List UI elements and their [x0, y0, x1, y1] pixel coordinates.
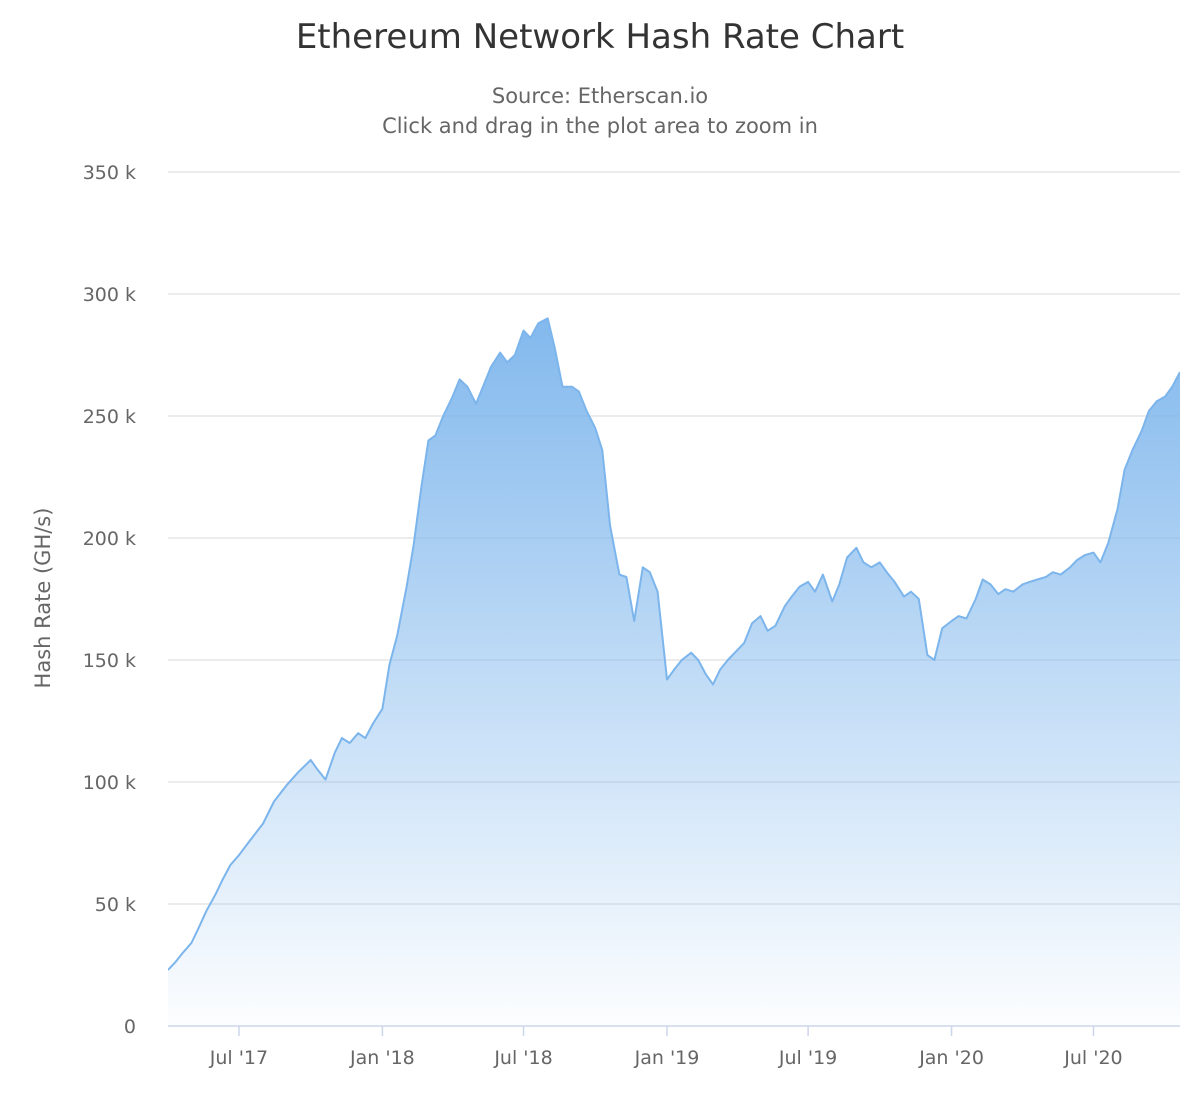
x-tick-label: Jan '20: [918, 1047, 984, 1069]
y-tick-label: 100 k: [83, 772, 136, 794]
y-tick-label: 50 k: [95, 894, 136, 916]
x-tick-label: Jul '18: [493, 1047, 552, 1069]
plot-area[interactable]: [168, 317, 1180, 1026]
x-tick-label: Jul '20: [1063, 1047, 1122, 1069]
hash-rate-line: [168, 317, 1180, 971]
x-tick-label: Jul '17: [209, 1047, 268, 1069]
chart-subtitle-source: Source: Etherscan.io: [492, 84, 708, 108]
y-tick-label: 350 k: [83, 162, 136, 184]
x-tick-label: Jan '18: [349, 1047, 415, 1069]
y-axis-ticks: 0 50 k 100 k 150 k 200 k 250 k 300 k 350 k: [83, 162, 136, 1038]
x-axis-ticks: Jul '17 Jan '18 Jul '18 Jan '19 Jul '19 Jan '…: [209, 1026, 1123, 1069]
y-tick-label: 250 k: [83, 406, 136, 428]
x-tick-label: Jan '19: [634, 1047, 700, 1069]
chart-title: Ethereum Network Hash Rate Chart: [296, 17, 904, 57]
chart-subtitle-zoom-hint: Click and drag in the plot area to zoom …: [382, 114, 818, 138]
y-axis-title: Hash Rate (GH/s): [31, 508, 55, 689]
x-tick-label: Jul '19: [778, 1047, 837, 1069]
y-tick-label: 300 k: [83, 284, 136, 306]
y-tick-label: 200 k: [83, 528, 136, 550]
hash-rate-area: [168, 318, 1180, 1026]
y-tick-label: 0: [124, 1016, 136, 1038]
y-tick-label: 150 k: [83, 650, 136, 672]
